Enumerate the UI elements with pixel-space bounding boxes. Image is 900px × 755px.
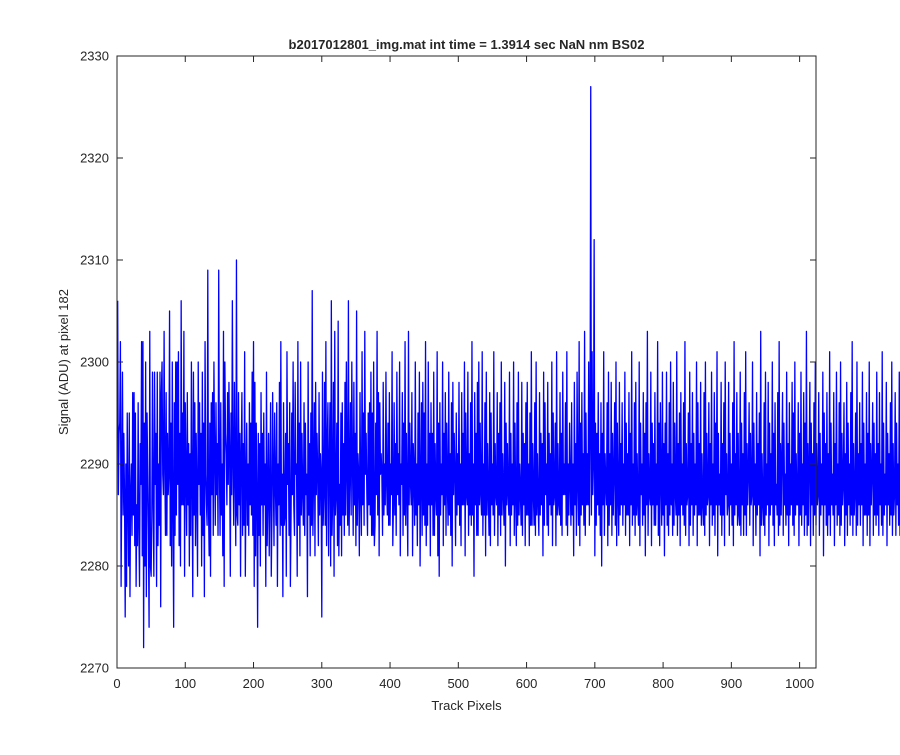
x-tick-label-2: 200: [243, 676, 265, 691]
x-axis-ticks: 0 100 200 300 400 500 600 700 800 900 1000: [113, 56, 814, 691]
x-tick-label-8: 800: [652, 676, 674, 691]
x-tick-label-9: 900: [721, 676, 743, 691]
y-tick-label-6: 2330: [80, 49, 109, 64]
x-tick-label-3: 300: [311, 676, 333, 691]
x-tick-label-6: 600: [516, 676, 538, 691]
series-layer: [117, 85, 900, 649]
y-axis-ticks: 2270 2280 2290 2300 2310 2320 2330: [80, 49, 816, 676]
y-tick-label-0: 2270: [80, 661, 109, 676]
x-tick-label-7: 700: [584, 676, 606, 691]
x-tick-label-1: 100: [174, 676, 196, 691]
y-tick-label-4: 2310: [80, 253, 109, 268]
y-tick-label-5: 2320: [80, 151, 109, 166]
x-tick-label-5: 500: [447, 676, 469, 691]
chart-title: b2017012801_img.mat int time = 1.3914 se…: [289, 37, 645, 52]
x-tick-label-0: 0: [113, 676, 120, 691]
plot-area-background: [117, 56, 816, 668]
series-line-0: [117, 85, 900, 649]
y-tick-label-3: 2300: [80, 355, 109, 370]
x-tick-label-4: 400: [379, 676, 401, 691]
x-tick-label-10: 1000: [785, 676, 814, 691]
x-axis-label: Track Pixels: [431, 698, 502, 713]
y-tick-label-1: 2280: [80, 559, 109, 574]
y-tick-label-2: 2290: [80, 457, 109, 472]
y-axis-label: Signal (ADU) at pixel 182: [56, 289, 71, 435]
